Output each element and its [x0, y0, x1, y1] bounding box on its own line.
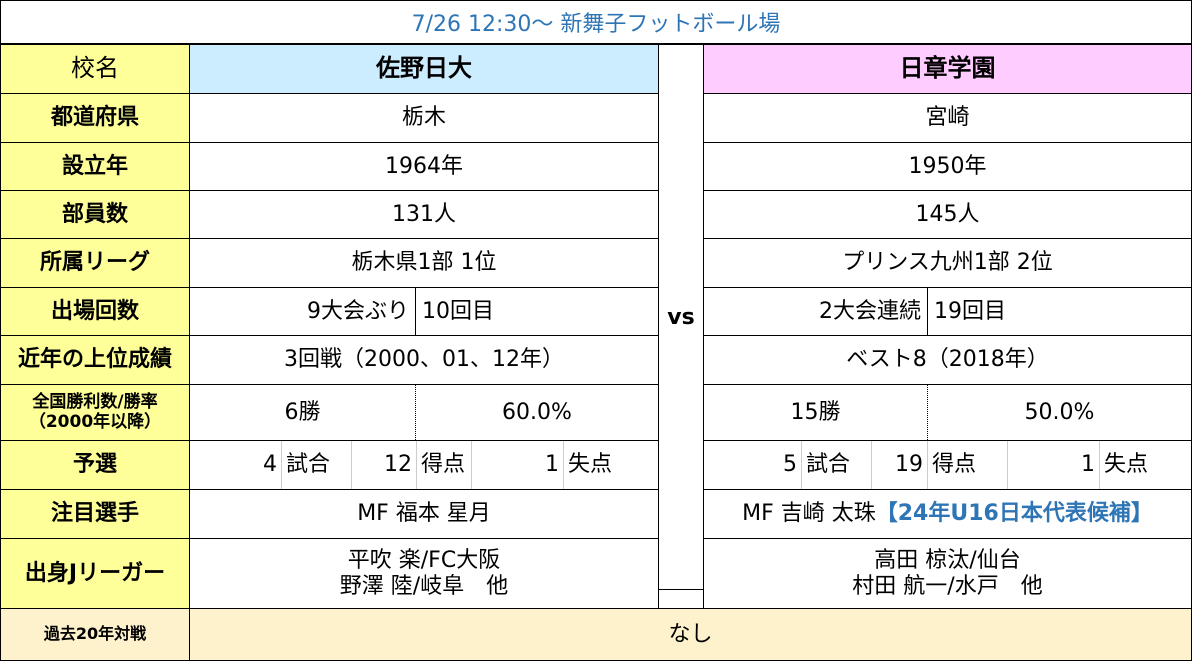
label-win-rate-line2: （2000年以降） — [28, 411, 162, 432]
team2-prelim-conceded-unit: 失点 — [1104, 452, 1149, 478]
team2-appearances-streak: 2大会連続 — [704, 288, 928, 335]
row-appearances: 出場回数 9大会ぶり 10回目 2大会連続 19回目 — [0, 287, 1192, 336]
match-title: 7/26 12:30～ 新舞子フットボール場 — [0, 0, 1192, 44]
row-founded: 設立年 1964年 1950年 — [0, 142, 1192, 191]
team1-prelim-games-unit: 試合 — [282, 441, 352, 489]
team1-prelim-conceded-unit: 失点 — [568, 452, 613, 478]
team1-prefecture: 栃木 — [189, 93, 659, 143]
team2-key-player: MF 吉崎 太珠 【24年U16日本代表候補】 — [703, 489, 1192, 539]
row-school: 校名 佐野日大 日章学園 — [0, 44, 1192, 94]
team1-name: 佐野日大 — [189, 44, 659, 94]
team2-prefecture: 宮崎 — [703, 93, 1192, 143]
row-league: 所属リーグ 栃木県1部 1位 プリンス九州1部 2位 — [0, 238, 1192, 288]
team1-league: 栃木県1部 1位 — [189, 238, 659, 288]
team1-jleaguer-2: 野澤 陸/岐阜 他 — [339, 573, 509, 599]
team1-appearances: 9大会ぶり 10回目 — [189, 287, 659, 336]
team1-wins: 6勝 — [190, 385, 416, 440]
row-win-rate: 全国勝利数/勝率 （2000年以降） 6勝 60.0% 15勝 50.0% — [0, 384, 1192, 441]
label-recent-best: 近年の上位成績 — [0, 335, 190, 385]
team2-appearances-count: 19回目 — [934, 298, 1006, 324]
team1-prelim: 4 試合 12 得点 1 失点 — [189, 440, 659, 490]
label-founded: 設立年 — [0, 142, 190, 191]
team2-jleaguer-1: 高田 椋汰/仙台 — [874, 548, 1021, 574]
team2-win-rate: 15勝 50.0% — [703, 384, 1192, 441]
team2-key-player-name: MF 吉崎 太珠 — [742, 501, 876, 527]
team1-jleaguer-1: 平吹 楽/FC大阪 — [347, 548, 501, 574]
label-prelim: 予選 — [0, 440, 190, 490]
team1-appearances-streak: 9大会ぶり — [190, 288, 416, 335]
team2-prelim-games-unit: 試合 — [802, 441, 872, 489]
label-appearances: 出場回数 — [0, 287, 190, 336]
row-prefecture: 都道府県 栃木 宮崎 — [0, 93, 1192, 143]
label-school: 校名 — [0, 44, 190, 94]
row-members: 部員数 131人 145人 — [0, 190, 1192, 239]
team1-prelim-games-num: 4 — [190, 441, 282, 489]
team2-prelim: 5 試合 19 得点 1 失点 — [703, 440, 1192, 490]
team2-prelim-goals-unit: 得点 — [928, 441, 1008, 489]
team1-prelim-goals-num: 12 — [352, 441, 417, 489]
team1-key-player: MF 福本 星月 — [189, 489, 659, 539]
team2-founded: 1950年 — [703, 142, 1192, 191]
team2-key-player-note: 【24年U16日本代表候補】 — [875, 501, 1153, 527]
label-head-to-head: 過去20年対戦 — [0, 608, 190, 661]
team1-rate: 60.0% — [502, 399, 572, 425]
label-win-rate-line1: 全国勝利数/勝率 — [32, 391, 158, 412]
team2-jleaguer-2: 村田 航一/水戸 他 — [852, 573, 1043, 599]
team1-recent-best: 3回戦（2000、01、12年） — [189, 335, 659, 385]
head-to-head-value: なし — [189, 608, 1192, 661]
label-jleaguers: 出身Jリーガー — [0, 538, 190, 609]
team2-wins: 15勝 — [704, 385, 928, 440]
team2-name: 日章学園 — [703, 44, 1192, 94]
team1-members: 131人 — [189, 190, 659, 239]
label-members: 部員数 — [0, 190, 190, 239]
label-key-player: 注目選手 — [0, 489, 190, 539]
team2-recent-best: ベスト8（2018年） — [703, 335, 1192, 385]
team1-appearances-count: 10回目 — [422, 298, 494, 324]
team2-rate: 50.0% — [1024, 399, 1095, 425]
row-key-player: 注目選手 MF 福本 星月 MF 吉崎 太珠 【24年U16日本代表候補】 — [0, 489, 1192, 539]
team2-league: プリンス九州1部 2位 — [703, 238, 1192, 288]
row-recent-best: 近年の上位成績 3回戦（2000、01、12年） ベスト8（2018年） — [0, 335, 1192, 385]
row-head-to-head: 過去20年対戦 なし — [0, 608, 1192, 661]
team1-prelim-conceded-num: 1 — [472, 441, 564, 489]
team2-prelim-games-num: 5 — [704, 441, 802, 489]
team1-win-rate: 6勝 60.0% — [189, 384, 659, 441]
label-prefecture: 都道府県 — [0, 93, 190, 143]
team1-founded: 1964年 — [189, 142, 659, 191]
team1-prelim-goals-unit: 得点 — [417, 441, 472, 489]
team2-prelim-goals-num: 19 — [872, 441, 928, 489]
team2-prelim-conceded-num: 1 — [1008, 441, 1100, 489]
team2-appearances: 2大会連続 19回目 — [703, 287, 1192, 336]
row-jleaguers: 出身Jリーガー 平吹 楽/FC大阪 野澤 陸/岐阜 他 高田 椋汰/仙台 村田 … — [0, 538, 1192, 609]
row-prelim: 予選 4 試合 12 得点 1 失点 5 試合 19 得点 1 失点 — [0, 440, 1192, 490]
team2-jleaguers: 高田 椋汰/仙台 村田 航一/水戸 他 — [703, 538, 1192, 609]
label-win-rate: 全国勝利数/勝率 （2000年以降） — [0, 384, 190, 441]
team2-members: 145人 — [703, 190, 1192, 239]
label-league: 所属リーグ — [0, 238, 190, 288]
team1-jleaguers: 平吹 楽/FC大阪 野澤 陸/岐阜 他 — [189, 538, 659, 609]
